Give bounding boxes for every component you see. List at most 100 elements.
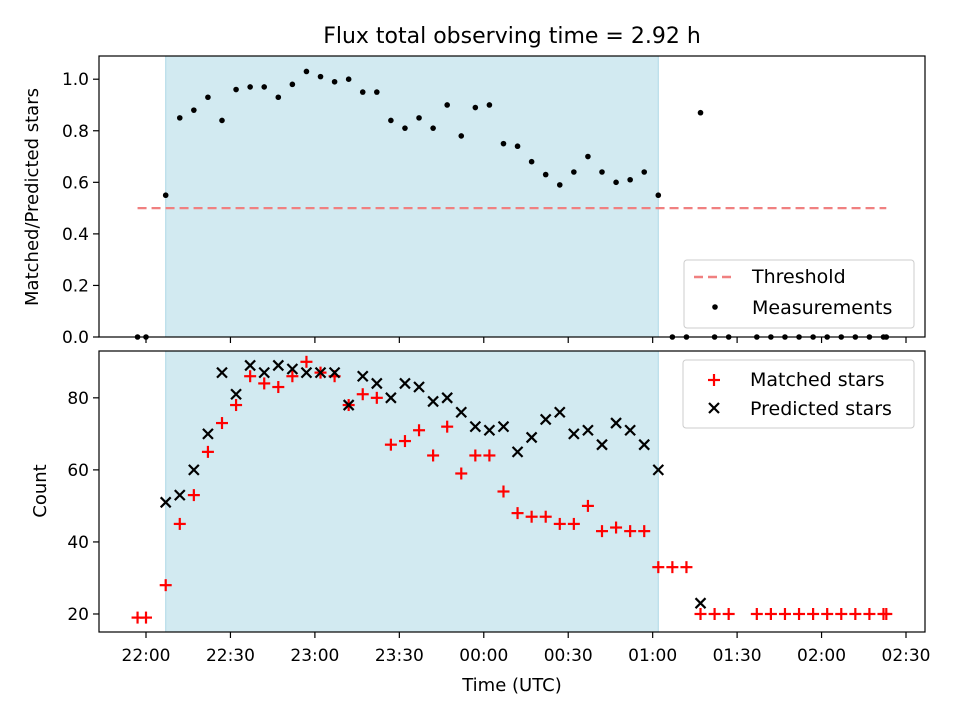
ratio-legend: Threshold Measurements [683, 259, 915, 329]
measurements-point [514, 143, 521, 150]
measurements-point [247, 84, 253, 90]
predicted-stars-point [300, 366, 313, 379]
predicted-stars-point [258, 366, 271, 379]
predicted-stars-point [272, 359, 285, 372]
matched-stars-point [539, 510, 552, 523]
predicted-stars-point [469, 420, 482, 433]
legend-measurements-swatch [712, 304, 718, 310]
matched-stars-point [694, 607, 707, 620]
predicted-stars-point [582, 424, 594, 437]
x-axis-label: Time (UTC) [461, 675, 562, 696]
matched-stars-point [666, 561, 679, 574]
matched-stars-point [201, 445, 214, 458]
matched-stars-point [835, 607, 848, 620]
count-observing-window [165, 350, 659, 633]
measurements-point [289, 81, 296, 88]
x-tick-label: 22:30 [206, 646, 255, 666]
predicted-stars-point [624, 424, 636, 437]
measurements-point [345, 76, 352, 83]
matched-stars-point [708, 607, 721, 620]
measurements-point [233, 86, 239, 93]
legend-predicted-label: Predicted stars [750, 398, 892, 420]
measurements-point [641, 169, 648, 175]
measurements-point [556, 182, 563, 188]
count-axes-frame [98, 350, 926, 633]
x-tick-label: 02:00 [797, 646, 846, 666]
legend-matched-label: Matched stars [750, 369, 884, 391]
ratio-y-axis-label: Matched/Predicted stars [22, 88, 43, 306]
measurements-point [303, 68, 310, 75]
measurements-point [613, 179, 619, 186]
measurements-point [599, 169, 605, 175]
matched-stars-point [567, 517, 580, 530]
predicted-stars-point [455, 406, 468, 419]
measurements-point [317, 73, 324, 80]
matched-stars-point [173, 517, 186, 530]
x-tick-label: 01:30 [713, 646, 762, 666]
legend-threshold-label: Threshold [751, 266, 846, 288]
predicted-stars-point [399, 377, 411, 390]
measurements-point [627, 176, 633, 183]
matched-stars-point [413, 424, 426, 437]
predicted-stars-point [356, 370, 369, 382]
count-y-tick-label: 20 [67, 605, 89, 625]
predicted-stars-point [314, 366, 327, 379]
chart-title: Flux total observing time = 2.92 h [323, 24, 701, 49]
predicted-stars-point [159, 496, 172, 509]
matched-stars-point [140, 611, 152, 624]
count-y-tick-label: 60 [67, 461, 89, 481]
matched-stars-point [286, 370, 299, 383]
x-tick-label: 23:30 [375, 646, 424, 666]
measurements-point [359, 89, 366, 95]
matched-stars-point [370, 391, 383, 404]
measurements-point [416, 115, 422, 121]
matched-stars-point [216, 417, 228, 430]
measurements-point [697, 109, 704, 116]
predicted-stars-point [483, 424, 496, 437]
ratio-y-tick-label: 1.0 [62, 70, 89, 90]
count-y-axis-label: Count [30, 464, 51, 517]
matched-stars-point [821, 607, 834, 620]
measurements-point [331, 78, 338, 85]
predicted-stars-point [230, 388, 242, 401]
measurements-point [655, 192, 662, 199]
matched-stars-point [638, 525, 651, 538]
predicted-stars-point [525, 431, 538, 444]
predicted-stars-point [427, 395, 439, 408]
matched-stars-point [258, 377, 271, 390]
ratio-observing-window [165, 55, 659, 338]
predicted-stars-point [553, 406, 566, 419]
predicted-stars-point [568, 428, 580, 440]
matched-stars-point [880, 607, 893, 620]
predicted-stars-point [413, 381, 425, 393]
measurements-point [388, 117, 394, 124]
matched-stars-point [722, 607, 735, 620]
matched-stars-point [525, 510, 538, 523]
matched-stars-point [764, 607, 777, 620]
matched-stars-point [300, 355, 313, 368]
matched-stars-point [863, 607, 876, 620]
ratio-y-tick-label: 0.2 [62, 276, 89, 296]
predicted-stars-point [694, 597, 707, 609]
matched-stars-point [596, 525, 608, 538]
measurements-point [585, 153, 591, 160]
ratio-panel: 0.0 0.2 0.4 0.6 0.8 1.0 Matched/Predicted sta… [22, 55, 926, 348]
matched-stars-point [483, 449, 496, 462]
matched-stars-point [398, 435, 411, 448]
measurements-point [458, 133, 465, 139]
predicted-stars-point [539, 413, 552, 426]
matched-stars-point [553, 517, 566, 530]
measurements-point [205, 94, 211, 101]
count-y-tick-label: 80 [67, 389, 89, 409]
predicted-stars-point [385, 392, 397, 404]
matched-stars-point [230, 399, 243, 412]
predicted-stars-point [441, 392, 453, 404]
matched-stars-point [610, 521, 623, 534]
predicted-stars-point [596, 438, 608, 451]
matched-stars-point [159, 579, 172, 592]
legend-measurements-label: Measurements [752, 297, 892, 319]
matched-stars-point [469, 449, 482, 462]
matched-stars-point [581, 499, 594, 512]
legend-matched-swatch [708, 374, 720, 386]
